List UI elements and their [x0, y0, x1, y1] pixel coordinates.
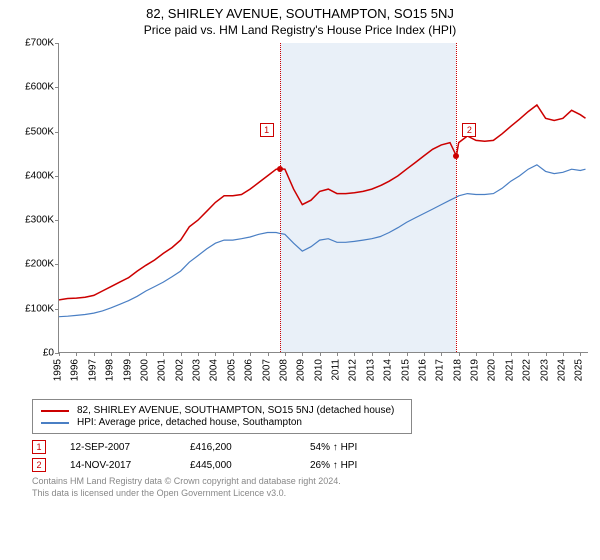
x-tick-label: 1998	[105, 359, 116, 381]
plot-area: 12	[58, 43, 588, 353]
data-point-row: 1 12-SEP-2007£416,20054% ↑ HPI	[32, 440, 588, 454]
legend-swatch	[41, 410, 69, 412]
y-tick-label: £400K	[25, 170, 54, 181]
x-tick-label: 2025	[574, 359, 585, 381]
chart-lines	[59, 43, 589, 353]
y-tick-label: £300K	[25, 215, 54, 226]
marker-line	[280, 43, 281, 352]
x-axis-labels: 1995199619971998199920002001200220032004…	[58, 355, 588, 395]
data-point-tag: 2	[32, 458, 46, 472]
y-tick-label: £200K	[25, 259, 54, 270]
x-tick-label: 2003	[192, 359, 203, 381]
x-tick-label: 2022	[522, 359, 533, 381]
legend-swatch	[41, 422, 69, 424]
footer-line: Contains HM Land Registry data © Crown c…	[32, 476, 588, 488]
x-tick-label: 2005	[226, 359, 237, 381]
x-tick-label: 2024	[556, 359, 567, 381]
x-tick-label: 2008	[278, 359, 289, 381]
x-tick-label: 2020	[487, 359, 498, 381]
x-tick-label: 2019	[470, 359, 481, 381]
x-tick-label: 2017	[435, 359, 446, 381]
x-tick-label: 2006	[244, 359, 255, 381]
marker-tag: 1	[260, 123, 274, 137]
x-tick-label: 2015	[400, 359, 411, 381]
y-tick-label: £500K	[25, 126, 54, 137]
data-point-date: 12-SEP-2007	[70, 442, 190, 453]
x-tick-label: 1999	[122, 359, 133, 381]
x-tick-label: 2016	[417, 359, 428, 381]
data-point-price: £445,000	[190, 460, 310, 471]
data-point-pct: 54% ↑ HPI	[310, 442, 430, 453]
chart-title: 82, SHIRLEY AVENUE, SOUTHAMPTON, SO15 5N…	[12, 6, 588, 21]
legend-item: 82, SHIRLEY AVENUE, SOUTHAMPTON, SO15 5N…	[41, 405, 403, 416]
y-tick-label: £0	[43, 348, 54, 359]
x-tick-label: 2012	[348, 359, 359, 381]
data-point-date: 14-NOV-2017	[70, 460, 190, 471]
x-tick-label: 2010	[313, 359, 324, 381]
chart-subtitle: Price paid vs. HM Land Registry's House …	[12, 23, 588, 37]
x-tick-label: 2007	[261, 359, 272, 381]
chart-area: £0£100K£200K£300K£400K£500K£600K£700K 12…	[12, 43, 588, 395]
x-tick-label: 2021	[504, 359, 515, 381]
y-tick-label: £600K	[25, 82, 54, 93]
legend-item: HPI: Average price, detached house, Sout…	[41, 417, 403, 428]
x-tick-label: 2011	[331, 359, 342, 381]
y-tick-label: £100K	[25, 303, 54, 314]
series-price_paid	[59, 105, 586, 300]
chart-container: 82, SHIRLEY AVENUE, SOUTHAMPTON, SO15 5N…	[0, 0, 600, 560]
x-tick-label: 2018	[452, 359, 463, 381]
footer-attribution: Contains HM Land Registry data © Crown c…	[32, 476, 588, 499]
x-tick-label: 2023	[539, 359, 550, 381]
footer-line: This data is licensed under the Open Gov…	[32, 488, 588, 500]
marker-tag: 2	[462, 123, 476, 137]
legend-label: HPI: Average price, detached house, Sout…	[77, 417, 302, 428]
series-hpi	[59, 165, 586, 317]
marker-line	[456, 43, 457, 352]
y-axis-labels: £0£100K£200K£300K£400K£500K£600K£700K	[12, 43, 58, 353]
data-point-pct: 26% ↑ HPI	[310, 460, 430, 471]
marker-dot	[277, 166, 283, 172]
legend-box: 82, SHIRLEY AVENUE, SOUTHAMPTON, SO15 5N…	[32, 399, 412, 434]
data-point-row: 2 14-NOV-2017£445,00026% ↑ HPI	[32, 458, 588, 472]
y-tick-label: £700K	[25, 38, 54, 49]
legend-label: 82, SHIRLEY AVENUE, SOUTHAMPTON, SO15 5N…	[77, 405, 394, 416]
x-tick-label: 2014	[383, 359, 394, 381]
x-tick-label: 2000	[139, 359, 150, 381]
x-tick-label: 1997	[87, 359, 98, 381]
x-tick-label: 1995	[53, 359, 64, 381]
x-tick-label: 2009	[296, 359, 307, 381]
x-tick-label: 2013	[365, 359, 376, 381]
data-point-price: £416,200	[190, 442, 310, 453]
data-points-table: 1 12-SEP-2007£416,20054% ↑ HPI 2 14-NOV-201…	[32, 440, 588, 472]
x-tick-label: 2002	[174, 359, 185, 381]
data-point-tag: 1	[32, 440, 46, 454]
x-tick-label: 2004	[209, 359, 220, 381]
marker-dot	[453, 153, 459, 159]
x-tick-label: 2001	[157, 359, 168, 381]
x-tick-label: 1996	[70, 359, 81, 381]
